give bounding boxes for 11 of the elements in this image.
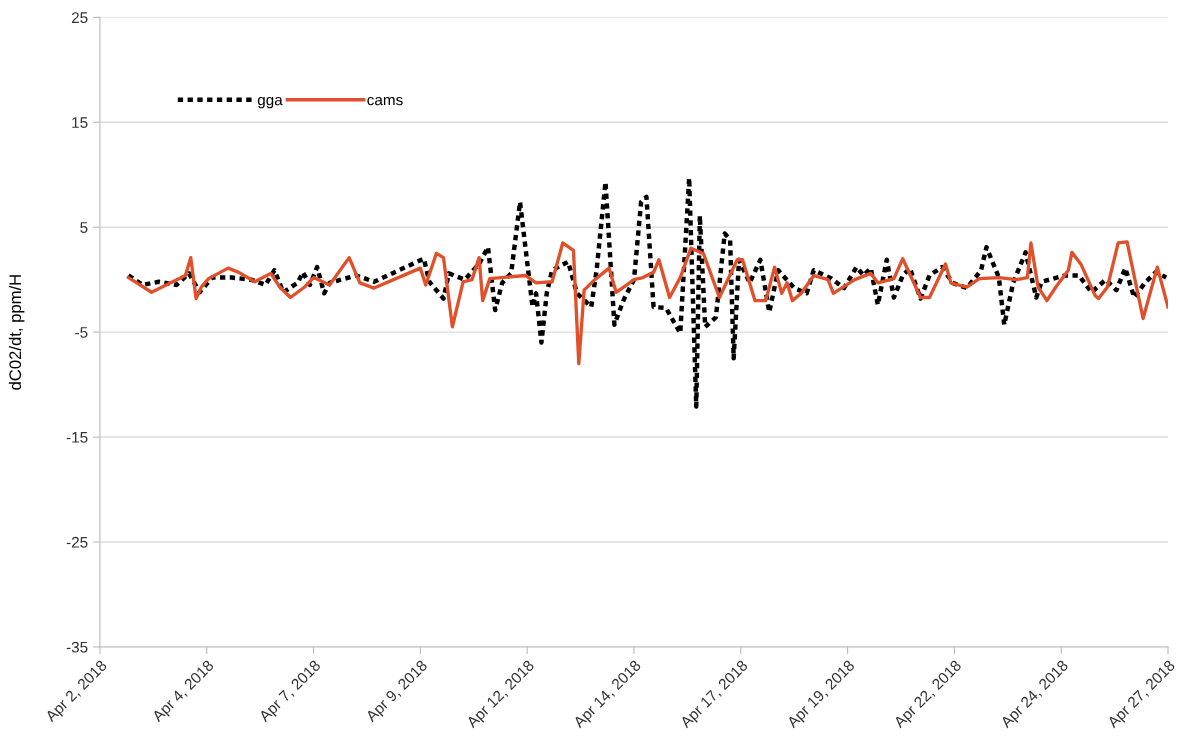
- y-tick-label: 15: [72, 117, 88, 128]
- line-series: [126, 240, 1169, 366]
- legend-label: gga: [257, 96, 283, 109]
- y-tick-label: 25: [71, 12, 88, 24]
- y-tick-label: -15: [66, 432, 88, 443]
- y-tick-label: -5: [75, 327, 88, 338]
- y-tick-label: 5: [80, 222, 88, 233]
- y-tick-label: -35: [66, 641, 88, 653]
- y-axis-title: dC02/dt, ppm/H: [8, 275, 25, 390]
- y-tick-label: -25: [66, 536, 88, 548]
- legend-label: cams: [367, 96, 403, 106]
